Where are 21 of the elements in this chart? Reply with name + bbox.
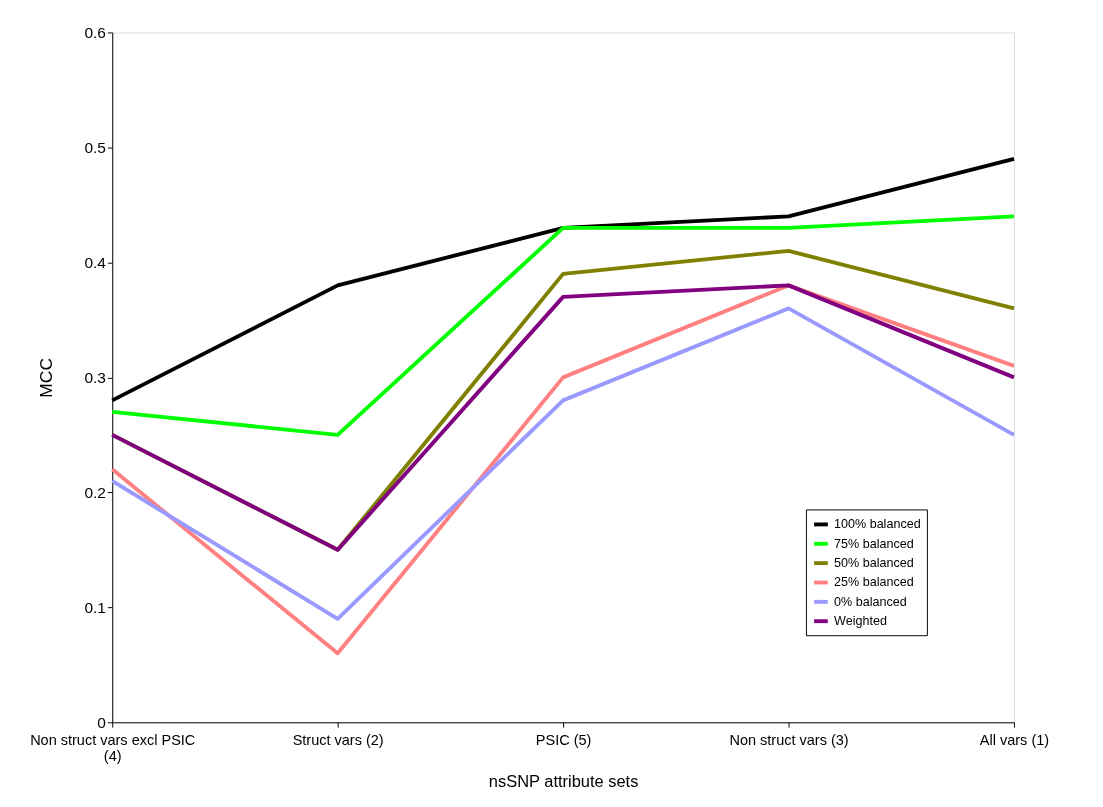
y-tick-label: 0 bbox=[97, 713, 106, 731]
legend-label: 0% balanced bbox=[834, 594, 907, 609]
legend-label: Weighted bbox=[834, 614, 887, 629]
line-series bbox=[110, 214, 1016, 437]
y-tick-label: 0.2 bbox=[84, 483, 106, 501]
legend-label: 50% balanced bbox=[834, 556, 914, 571]
x-tick-label: Non struct vars (3) bbox=[729, 732, 849, 749]
legend-label: 100% balanced bbox=[834, 517, 921, 532]
y-axis-title: MCC bbox=[35, 358, 56, 398]
x-tick-label: Non struct vars excl PSIC (4) bbox=[30, 732, 196, 765]
y-tick-label: 0.1 bbox=[84, 598, 106, 616]
x-axis-title: nsSNP attribute sets bbox=[488, 771, 639, 790]
y-tick-label: 0.3 bbox=[84, 368, 106, 386]
y-tick-label: 0.4 bbox=[84, 253, 107, 271]
y-tick-label: 0.6 bbox=[84, 23, 106, 41]
legend-label: 25% balanced bbox=[834, 575, 914, 590]
x-tick-label: PSIC (5) bbox=[535, 732, 592, 749]
y-tick-label: 0.5 bbox=[84, 138, 106, 156]
x-tick-label: Struct vars (2) bbox=[292, 732, 384, 749]
x-tick-label: All vars (1) bbox=[979, 732, 1050, 749]
legend-label: 75% balanced bbox=[834, 536, 914, 551]
